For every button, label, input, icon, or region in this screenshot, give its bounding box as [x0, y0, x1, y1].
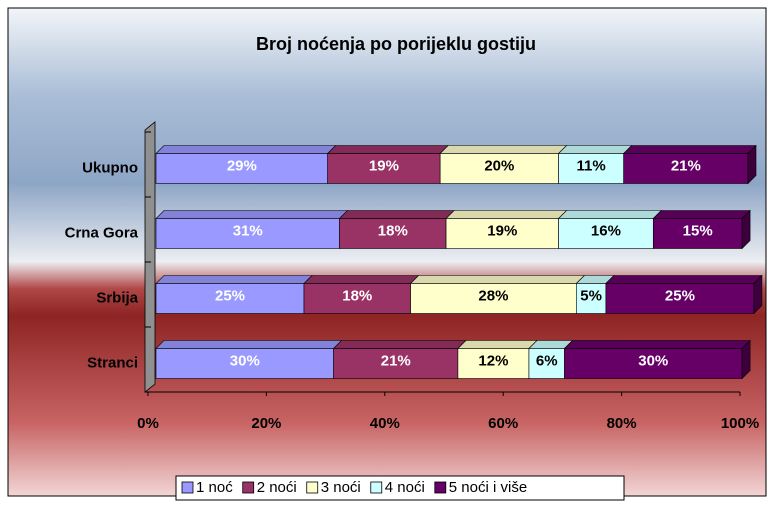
- bar-top: [445, 210, 568, 219]
- x-tick-label: 40%: [370, 415, 400, 432]
- data-label: 31%: [233, 222, 263, 239]
- bar: [558, 153, 624, 184]
- data-label: 11%: [577, 157, 606, 174]
- data-label: 18%: [342, 287, 372, 304]
- bar-top: [563, 340, 751, 349]
- data-label: 28%: [478, 287, 508, 304]
- bar: [410, 283, 577, 314]
- legend-swatch: [242, 481, 255, 494]
- bar-top: [303, 275, 420, 284]
- bar: [623, 153, 749, 184]
- data-label: 21%: [671, 157, 701, 174]
- legend-label: 3 noći: [321, 479, 361, 496]
- bar-top: [338, 210, 455, 219]
- bar: [528, 348, 565, 379]
- bar-top: [409, 275, 586, 284]
- bar-top: [457, 340, 538, 349]
- legend-swatch: [181, 481, 194, 494]
- bar: [339, 218, 447, 249]
- bar-top: [155, 210, 349, 219]
- bar: [576, 283, 607, 314]
- chart-area: [7, 7, 767, 497]
- x-tick-label: 80%: [607, 415, 637, 432]
- y-tick-label: Stranci: [87, 354, 138, 371]
- bar-top: [557, 210, 663, 219]
- bar-top: [155, 275, 313, 284]
- bar-top: [652, 210, 751, 219]
- bar-top: [605, 275, 763, 284]
- data-label: 25%: [215, 287, 245, 304]
- data-label: 19%: [369, 157, 399, 174]
- data-label: 6%: [536, 352, 558, 369]
- data-label: 12%: [478, 352, 508, 369]
- bar-top: [155, 340, 343, 349]
- bar: [155, 153, 328, 184]
- bar: [445, 218, 559, 249]
- legend-label: 2 noći: [257, 479, 297, 496]
- y-tick-label: Ukupno: [82, 159, 138, 176]
- y-tick-label: Crna Gora: [65, 224, 139, 241]
- data-label: 5%: [580, 287, 602, 304]
- data-label: 25%: [665, 287, 695, 304]
- bar: [457, 348, 530, 379]
- bar: [155, 348, 334, 379]
- bar-side: [741, 339, 751, 380]
- data-label: 30%: [638, 352, 668, 369]
- x-tick-label: 60%: [488, 415, 518, 432]
- chart-title: Broj noćenja po porijeklu gostiju: [256, 34, 536, 54]
- legend-label: 1 noć: [196, 479, 233, 496]
- x-tick-label: 0%: [137, 415, 159, 432]
- bar: [558, 218, 654, 249]
- side-wall: [144, 121, 156, 393]
- bar-side: [747, 144, 757, 185]
- data-label: 15%: [683, 222, 713, 239]
- data-label: 20%: [484, 157, 514, 174]
- bar: [155, 218, 340, 249]
- bar: [303, 283, 411, 314]
- bar-top: [332, 340, 467, 349]
- bar-top: [326, 145, 449, 154]
- x-tick-label: 100%: [721, 415, 759, 432]
- legend-swatch: [434, 481, 447, 494]
- data-label: 19%: [487, 222, 517, 239]
- legend-swatch: [306, 481, 319, 494]
- bar: [155, 283, 305, 314]
- x-tick-label: 20%: [251, 415, 281, 432]
- data-label: 21%: [381, 352, 411, 369]
- legend-label: 4 noći: [385, 479, 425, 496]
- bar-top: [622, 145, 757, 154]
- bar-top: [557, 145, 633, 154]
- bar-top: [439, 145, 568, 154]
- bar-top: [155, 145, 337, 154]
- data-label: 16%: [591, 222, 621, 239]
- bar: [652, 218, 743, 249]
- bar: [605, 283, 755, 314]
- bar-side: [753, 274, 763, 315]
- data-label: 18%: [378, 222, 408, 239]
- data-label: 30%: [230, 352, 260, 369]
- legend-label: 5 noći i više: [449, 479, 527, 496]
- bar-side: [741, 209, 751, 250]
- y-tick-label: Srbija: [96, 289, 138, 306]
- bar: [564, 348, 743, 379]
- data-label: 29%: [227, 157, 257, 174]
- legend-swatch: [370, 481, 383, 494]
